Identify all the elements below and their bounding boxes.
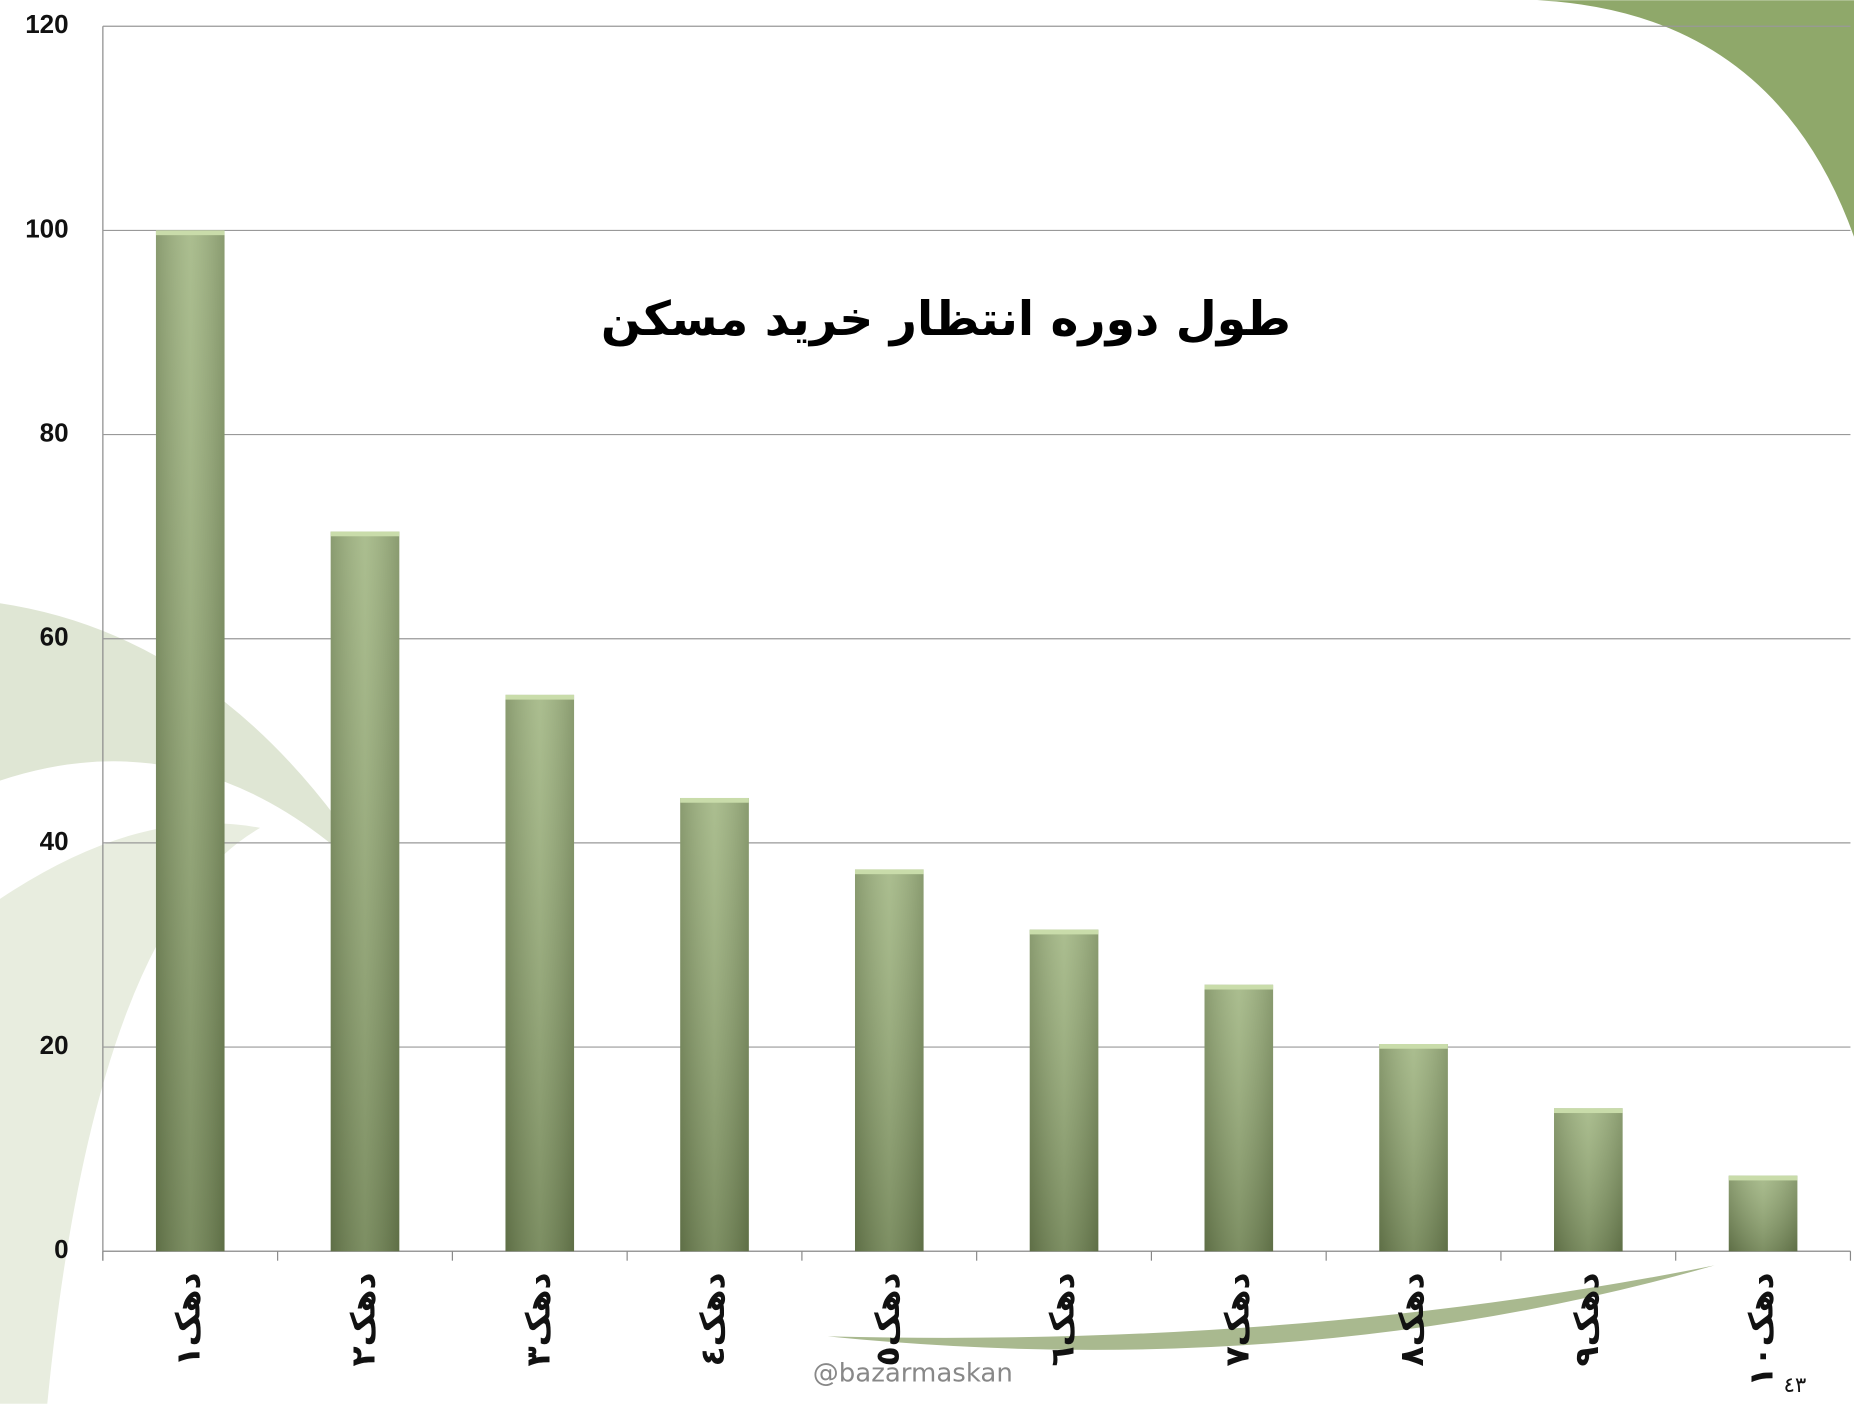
bar-cap — [1379, 1044, 1448, 1049]
y-tick-label: 80 — [40, 417, 69, 447]
y-tick-label: 120 — [25, 9, 68, 39]
bar-cap — [1204, 984, 1274, 990]
x-tick-label: دهک٩ — [1567, 1273, 1606, 1367]
corner-decoration — [1537, 0, 1854, 237]
y-tick-label: 20 — [40, 1030, 69, 1060]
bar-shade — [155, 230, 225, 1252]
x-tick-label: دهک٢ — [344, 1273, 383, 1367]
bar-cap — [1728, 1175, 1798, 1181]
bar-shade — [854, 869, 924, 1252]
bar-cap — [330, 531, 400, 537]
y-tick-label: 100 — [25, 213, 68, 243]
bar-shade — [505, 694, 575, 1252]
chart-title: طول دوره انتظار خرید مسکن — [601, 292, 1291, 347]
x-tick-label: دهک٦ — [1043, 1273, 1082, 1367]
x-tick-label: دهک٨ — [1392, 1273, 1431, 1367]
x-tick-label: دهک١ — [169, 1273, 208, 1367]
page-number: ٤٣ — [1783, 1373, 1806, 1398]
watermark: @bazarmaskan — [813, 1359, 1013, 1389]
bar-shade — [1728, 1175, 1798, 1252]
bar-shade — [1554, 1108, 1623, 1252]
x-tick-label: دهک٣ — [518, 1273, 557, 1367]
swoosh — [827, 1265, 1715, 1350]
bar-cap — [854, 869, 924, 875]
bar-shade — [330, 531, 400, 1252]
bar-shade — [680, 797, 749, 1252]
bar-cap — [155, 230, 225, 236]
x-tick-label: دهک٧ — [1217, 1273, 1256, 1367]
y-tick-label: 40 — [40, 826, 69, 856]
bar-cap — [1554, 1108, 1623, 1114]
bar-cap — [505, 694, 575, 700]
bar-shade — [1029, 929, 1099, 1252]
bar-shade — [1379, 1044, 1448, 1252]
y-tick-label: 60 — [40, 622, 69, 652]
bar-cap — [1029, 929, 1099, 935]
x-tick-label: دهک٤ — [693, 1273, 732, 1367]
x-tick-label: دهک٥ — [868, 1273, 907, 1367]
left-decoration — [0, 823, 261, 1404]
y-tick-label: 0 — [54, 1234, 68, 1264]
bar-shade — [1204, 984, 1274, 1252]
x-tick-label: دهک١٠ — [1742, 1273, 1781, 1387]
bar-cap — [680, 797, 749, 803]
